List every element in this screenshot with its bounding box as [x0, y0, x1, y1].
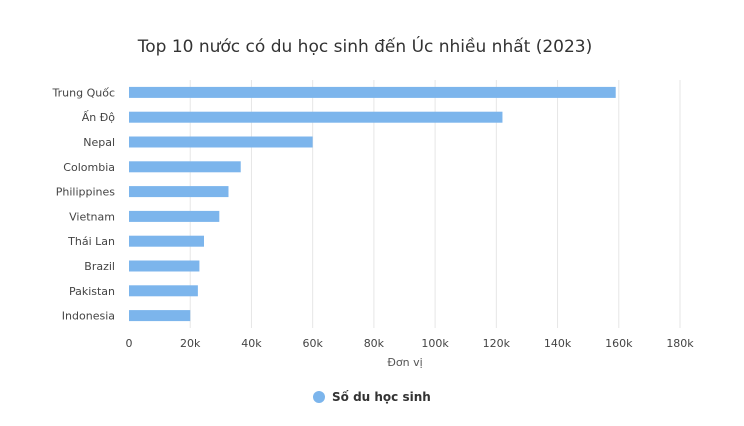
- chart-title: Top 10 nước có du học sinh đến Úc nhiều …: [137, 35, 593, 57]
- bar[interactable]: [129, 136, 313, 148]
- x-tick-label: 180k: [666, 337, 694, 350]
- bar[interactable]: [129, 111, 503, 123]
- bar[interactable]: [129, 210, 220, 222]
- category-label: Ấn Độ: [82, 110, 116, 124]
- category-label: Philippines: [56, 186, 116, 199]
- legend[interactable]: Số du học sinh: [313, 390, 431, 404]
- category-label: Trung Quốc: [52, 86, 115, 99]
- bar[interactable]: [129, 285, 198, 297]
- bars: [129, 86, 616, 322]
- x-tick-label: 160k: [605, 337, 633, 350]
- x-tick-label: 60k: [302, 337, 323, 350]
- x-tick-label: 40k: [241, 337, 262, 350]
- x-tick-labels: 0 20k 40k 60k 80k 100k 120k 140k 160k 180k: [126, 337, 695, 350]
- x-tick-label: 140k: [544, 337, 572, 350]
- bar[interactable]: [129, 161, 241, 173]
- bar[interactable]: [129, 186, 229, 198]
- bar[interactable]: [129, 260, 200, 272]
- bar[interactable]: [129, 310, 191, 322]
- category-label: Thái Lan: [67, 235, 115, 248]
- category-label: Pakistan: [69, 285, 115, 298]
- category-label: Brazil: [84, 260, 115, 273]
- category-label: Colombia: [63, 161, 115, 174]
- x-tick-label: 100k: [421, 337, 449, 350]
- category-label: Vietnam: [69, 210, 115, 223]
- legend-swatch: [313, 391, 325, 403]
- category-label: Nepal: [83, 136, 115, 149]
- x-tick-label: 0: [126, 337, 133, 350]
- x-tick-label: 80k: [364, 337, 385, 350]
- x-axis-title: Đơn vị: [387, 356, 422, 369]
- x-tick-label: 120k: [483, 337, 511, 350]
- category-labels: Trung Quốc Ấn Độ Nepal Colombia Philippines V…: [52, 86, 116, 322]
- legend-label: Số du học sinh: [332, 390, 431, 404]
- category-label: Indonesia: [62, 310, 115, 323]
- x-tick-label: 20k: [180, 337, 201, 350]
- bar[interactable]: [129, 235, 204, 247]
- bar[interactable]: [129, 86, 616, 98]
